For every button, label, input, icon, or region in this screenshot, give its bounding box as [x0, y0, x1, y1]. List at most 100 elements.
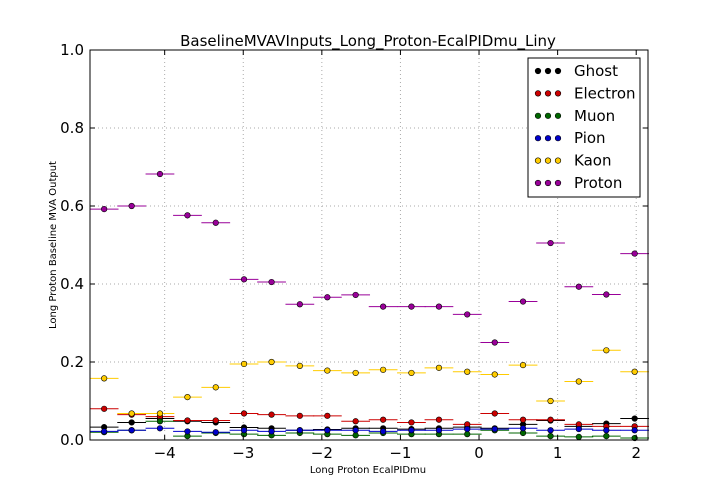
legend-item-kaon: Kaon	[534, 152, 611, 170]
x-tick-label: −1	[389, 444, 411, 462]
kaon-data-point	[156, 410, 164, 417]
legend-item-proton: Proton	[534, 174, 622, 192]
x-tick-label: −3	[232, 444, 254, 462]
pion-data-point	[435, 427, 443, 434]
legend-item-muon: Muon	[534, 107, 615, 125]
legend-label: Kaon	[574, 152, 611, 170]
pion-data-point	[631, 427, 638, 434]
pion-data-point	[519, 425, 527, 432]
kaon-data-point	[435, 364, 443, 371]
electron-data-point	[240, 410, 248, 417]
x-tick-label: 0	[474, 444, 484, 462]
x-tick-label: −4	[154, 444, 176, 462]
chart-title: BaselineMVAVInputs_Long_Proton-EcalPIDmu…	[180, 32, 556, 51]
legend-marker	[534, 135, 542, 142]
legend-label: Pion	[574, 129, 606, 147]
y-axis-label: Long Proton Baseline MVA Output	[48, 161, 59, 329]
electron-data-point	[519, 416, 527, 423]
plot-frame	[89, 49, 649, 441]
kaon-data-point	[631, 368, 638, 375]
axis-ticks: −4 −3 −2 −1 0 1 2 0.0 0.2 0.4 0.6 0.8 1.0	[60, 41, 648, 462]
legend-item-pion: Pion	[534, 129, 606, 147]
electron-data-point	[380, 416, 387, 423]
kaon-data-point	[212, 384, 219, 391]
y-tick-label: 1.0	[60, 41, 84, 59]
muon-data-point	[603, 433, 610, 440]
legend-marker	[534, 90, 542, 97]
kaon-data-point	[296, 362, 303, 370]
kaon-data-point	[101, 375, 108, 382]
proton-data-point	[408, 303, 415, 310]
x-tick-label: −2	[311, 444, 333, 462]
pion-data-point	[603, 427, 610, 434]
kaon-data-point	[491, 371, 498, 378]
pion-data-point	[408, 427, 415, 434]
legend-marker	[544, 112, 552, 119]
electron-data-point	[352, 418, 359, 425]
electron-data-point	[324, 412, 331, 419]
proton-data-point	[128, 202, 135, 210]
legend-marker	[554, 179, 562, 187]
muon-data-point	[352, 432, 359, 439]
muon-data-point	[156, 418, 164, 425]
series-pion	[89, 425, 650, 436]
ghost-data-point	[631, 415, 638, 422]
proton-data-point	[240, 276, 248, 283]
kaon-data-point	[352, 369, 359, 377]
legend-label: Ghost	[574, 62, 618, 80]
kaon-data-point	[603, 347, 610, 354]
muon-data-point	[575, 433, 582, 440]
series-layer	[89, 170, 650, 442]
legend-marker	[534, 67, 542, 75]
proton-data-point	[296, 301, 303, 308]
pion-data-point	[380, 428, 387, 435]
legend: Ghost Electron Muon Pion Kaon Proton	[527, 57, 641, 198]
proton-data-point	[324, 294, 331, 301]
proton-data-point	[547, 239, 554, 247]
legend-marker	[554, 90, 562, 97]
proton-data-point	[435, 303, 443, 310]
legend-item-ghost: Ghost	[534, 62, 618, 80]
legend-marker	[554, 67, 562, 75]
proton-data-point	[519, 298, 527, 305]
pion-data-point	[464, 425, 471, 433]
electron-data-point	[101, 405, 108, 412]
kaon-data-point	[240, 360, 248, 368]
muon-data-point	[547, 433, 554, 440]
legend-marker	[544, 67, 552, 75]
proton-data-point	[352, 291, 359, 299]
electron-data-point	[435, 416, 443, 423]
electron-data-point	[184, 417, 191, 424]
pion-data-point	[547, 427, 554, 434]
legend-label: Muon	[574, 107, 615, 125]
pion-data-point	[184, 428, 191, 435]
pion-data-point	[575, 425, 582, 433]
kaon-data-point	[547, 397, 554, 405]
kaon-data-point	[380, 366, 387, 373]
series-muon	[89, 418, 650, 442]
kaon-data-point	[408, 369, 415, 377]
pion-data-point	[156, 425, 164, 432]
kaon-data-point	[575, 378, 582, 385]
legend-label: Electron	[574, 84, 636, 102]
x-axis-label: Long Proton EcalPIDmu	[310, 465, 426, 476]
pion-data-point	[128, 427, 135, 434]
proton-data-point	[575, 283, 582, 290]
legend-marker	[534, 179, 542, 187]
legend-marker	[554, 135, 562, 142]
legend-marker	[554, 157, 562, 164]
pion-data-point	[296, 427, 303, 434]
legend-marker	[534, 112, 542, 119]
y-tick-label: 0.6	[60, 197, 84, 215]
proton-data-point	[603, 291, 610, 298]
kaon-data-point	[184, 394, 191, 401]
electron-data-point	[268, 411, 275, 418]
pion-data-point	[491, 425, 498, 433]
proton-data-point	[491, 339, 498, 346]
proton-data-point	[631, 250, 638, 257]
pion-data-point	[352, 427, 359, 434]
legend-marker	[544, 157, 552, 164]
proton-data-point	[184, 212, 191, 219]
